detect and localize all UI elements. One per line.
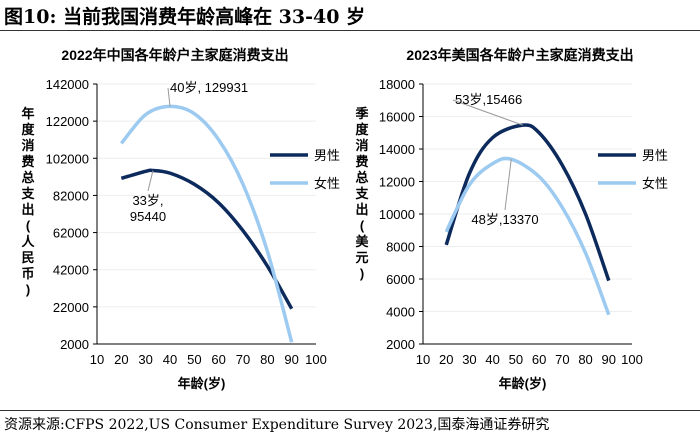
x-tick-label: 100 — [305, 352, 327, 367]
x-tick-label: 20 — [439, 352, 453, 367]
x-tick-label: 60 — [532, 352, 546, 367]
x-tick-label: 40 — [485, 352, 499, 367]
y-axis-label-char: 出 — [355, 202, 368, 217]
data-label: 48岁,13370 — [471, 212, 538, 227]
legend-label: 女性 — [314, 176, 340, 191]
x-tick-label: 70 — [555, 352, 569, 367]
x-tick-label: 80 — [260, 352, 274, 367]
y-axis-label-char: 度 — [21, 122, 35, 137]
x-axis-label: 年龄(岁) — [499, 376, 547, 391]
y-axis-label-char: 总 — [355, 170, 368, 185]
charts: 2022年中国各年龄户主家庭消费支出 2000 22000 42000 62000 820… — [20, 47, 668, 391]
x-tick-label: 40 — [163, 352, 177, 367]
y-tick-label: 62000 — [53, 226, 89, 241]
chart-title: 2022年中国各年龄户主家庭消费支出 — [61, 47, 288, 63]
y-tick-label: 8000 — [386, 240, 415, 255]
y-tick-label: 82000 — [53, 188, 89, 203]
legend-label: 男性 — [642, 148, 668, 163]
y-tick-label: 42000 — [53, 263, 89, 278]
annotation-leader — [452, 99, 524, 126]
y-tick-label: 2000 — [386, 337, 415, 352]
title-rule — [0, 30, 700, 31]
x-tick-label: 90 — [602, 352, 616, 367]
y-tick-label: 12000 — [379, 175, 415, 190]
y-axis-label-char: ( — [360, 218, 365, 233]
x-tick-label: 80 — [578, 352, 592, 367]
x-tick-label: 10 — [416, 352, 430, 367]
annotation-leader — [167, 87, 171, 107]
x-tick-label: 90 — [284, 352, 298, 367]
x-tick-label: 50 — [509, 352, 523, 367]
series-line-female — [444, 156, 611, 316]
source-note: 资源来源:CFPS 2022,US Consumer Expenditure S… — [4, 417, 550, 433]
y-tick-label: 10000 — [379, 207, 415, 222]
x-tick-label: 100 — [621, 352, 643, 367]
data-label: 95440 — [130, 209, 166, 224]
x-tick-label: 10 — [90, 352, 104, 367]
y-axis-label-char: 总 — [21, 170, 34, 185]
figure-title: 图10: 当前我国消费年龄高峰在 33-40 岁 — [4, 6, 366, 28]
y-tick-label: 14000 — [379, 142, 415, 157]
y-tick-label: 6000 — [386, 272, 415, 287]
y-axis-label-char: 年 — [21, 106, 34, 121]
legend-label: 男性 — [314, 148, 340, 163]
data-label: 33岁, — [132, 193, 163, 208]
y-axis-label-char: ( — [26, 218, 31, 233]
y-tick-label: 122000 — [46, 114, 89, 129]
y-axis-label-char: 美 — [355, 234, 369, 249]
series-line-male — [120, 168, 294, 310]
x-tick-label: 50 — [187, 352, 201, 367]
series-line-male — [444, 123, 611, 282]
x-tick-label: 30 — [462, 352, 476, 367]
y-axis-label-char: 度 — [355, 122, 369, 137]
annotation-leader — [504, 159, 512, 211]
y-tick-label: 102000 — [46, 151, 89, 166]
x-tick-label: 20 — [114, 352, 128, 367]
source-rule — [0, 410, 700, 411]
y-tick-label: 2000 — [60, 337, 89, 352]
y-tick-label: 16000 — [379, 110, 415, 125]
y-axis-label-char: ) — [26, 282, 30, 297]
series-line-female — [119, 104, 294, 343]
data-label: 40岁, 129931 — [170, 80, 248, 95]
y-axis-label-char: 支 — [354, 186, 369, 201]
y-tick-label: 18000 — [379, 77, 415, 92]
y-axis-label-char: 支 — [20, 186, 35, 201]
x-tick-label: 70 — [236, 352, 250, 367]
y-axis-label-char: 消 — [355, 138, 368, 153]
y-axis-label-char: 人 — [21, 234, 35, 249]
chart-title: 2023年美国各年龄户主家庭消费支出 — [406, 47, 633, 63]
y-axis-label-char: 费 — [21, 154, 34, 169]
x-axis-label: 年龄(岁) — [178, 376, 226, 391]
y-axis-label-char: 币 — [21, 266, 34, 281]
x-tick-label: 30 — [138, 352, 152, 367]
x-tick-label: 60 — [211, 352, 225, 367]
y-axis-label-char: 费 — [355, 154, 368, 169]
annotation-leader — [147, 170, 154, 192]
y-axis-label-char: 消 — [21, 138, 34, 153]
data-label: 53岁,15466 — [455, 92, 522, 107]
y-axis-label-char: 出 — [21, 202, 34, 217]
y-axis-label-char: ) — [360, 266, 364, 281]
y-tick-label: 22000 — [53, 300, 89, 315]
y-axis-label-char: 季 — [354, 106, 368, 121]
legend-label: 女性 — [642, 176, 668, 191]
y-axis-label-char: 民 — [21, 250, 34, 265]
y-axis-label-char: 元 — [355, 250, 368, 265]
y-tick-label: 142000 — [46, 77, 89, 92]
y-tick-label: 4000 — [386, 305, 415, 320]
